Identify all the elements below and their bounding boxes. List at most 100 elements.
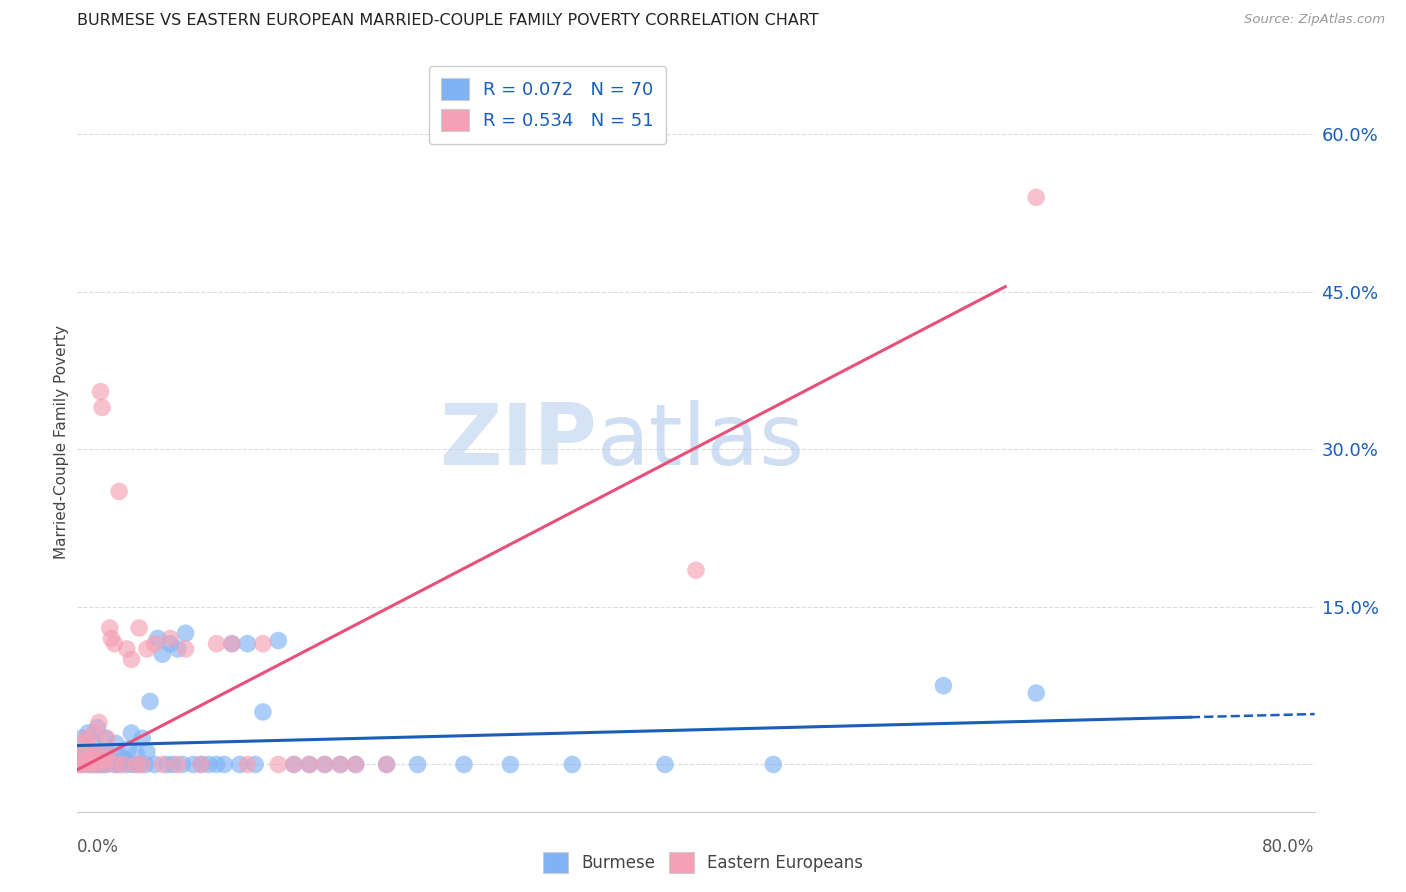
Point: [344, 757, 367, 772]
Point: [214, 757, 236, 772]
Point: [1025, 190, 1047, 204]
Point: [76, 731, 98, 746]
Point: [87, 715, 110, 730]
Point: [252, 705, 274, 719]
Text: ZIP: ZIP: [439, 400, 598, 483]
Point: [236, 637, 259, 651]
Point: [298, 757, 321, 772]
Point: [105, 757, 127, 772]
Point: [108, 757, 131, 772]
Point: [267, 757, 290, 772]
Point: [75, 752, 96, 766]
Point: [84, 757, 107, 772]
Point: [162, 757, 184, 772]
Point: [91, 757, 114, 772]
Point: [69, 757, 91, 772]
Point: [128, 757, 150, 772]
Point: [283, 757, 305, 772]
Point: [84, 747, 107, 761]
Point: [82, 736, 104, 750]
Point: [110, 749, 132, 764]
Point: [453, 757, 475, 772]
Point: [77, 757, 100, 772]
Point: [134, 757, 156, 772]
Point: [90, 745, 111, 759]
Point: [94, 757, 117, 772]
Point: [96, 757, 118, 772]
Point: [93, 749, 115, 764]
Point: [329, 757, 352, 772]
Point: [654, 757, 676, 772]
Point: [236, 757, 259, 772]
Y-axis label: Married-Couple Family Poverty: Married-Couple Family Poverty: [53, 325, 69, 558]
Point: [93, 752, 115, 766]
Point: [221, 637, 243, 651]
Point: [100, 632, 122, 646]
Point: [112, 757, 135, 772]
Point: [267, 633, 290, 648]
Point: [136, 745, 159, 759]
Point: [174, 642, 197, 657]
Point: [190, 757, 212, 772]
Point: [83, 726, 105, 740]
Point: [252, 637, 274, 651]
Point: [75, 741, 96, 756]
Point: [228, 757, 252, 772]
Point: [79, 741, 101, 756]
Point: [128, 621, 150, 635]
Point: [298, 757, 321, 772]
Point: [117, 741, 139, 756]
Point: [100, 752, 122, 766]
Point: [70, 731, 93, 746]
Point: [97, 747, 120, 761]
Point: [105, 736, 127, 750]
Point: [167, 642, 190, 657]
Point: [190, 757, 212, 772]
Point: [80, 757, 103, 772]
Point: [143, 757, 166, 772]
Point: [98, 621, 121, 635]
Point: [97, 747, 120, 761]
Point: [167, 757, 190, 772]
Point: [375, 757, 398, 772]
Point: [221, 637, 243, 651]
Point: [72, 752, 94, 766]
Point: [932, 679, 955, 693]
Point: [69, 747, 91, 761]
Point: [174, 626, 197, 640]
Point: [108, 484, 131, 499]
Point: [283, 757, 305, 772]
Point: [205, 637, 228, 651]
Point: [685, 563, 707, 577]
Point: [115, 642, 138, 657]
Point: [103, 757, 125, 772]
Point: [344, 757, 367, 772]
Point: [96, 731, 118, 746]
Point: [125, 747, 148, 761]
Point: [1025, 686, 1047, 700]
Point: [79, 749, 101, 764]
Point: [122, 757, 145, 772]
Point: [198, 757, 221, 772]
Text: Source: ZipAtlas.com: Source: ZipAtlas.com: [1244, 13, 1385, 27]
Point: [94, 731, 117, 746]
Point: [499, 757, 522, 772]
Point: [83, 752, 105, 766]
Point: [131, 731, 153, 746]
Point: [183, 757, 205, 772]
Point: [136, 642, 159, 657]
Point: [86, 757, 108, 772]
Point: [131, 757, 153, 772]
Text: 80.0%: 80.0%: [1263, 838, 1315, 855]
Point: [139, 694, 162, 708]
Point: [70, 757, 93, 772]
Legend: R = 0.072   N = 70, R = 0.534   N = 51: R = 0.072 N = 70, R = 0.534 N = 51: [429, 66, 666, 144]
Point: [561, 757, 583, 772]
Point: [156, 757, 179, 772]
Legend: Burmese, Eastern Europeans: Burmese, Eastern Europeans: [536, 846, 870, 880]
Point: [103, 637, 125, 651]
Point: [205, 757, 228, 772]
Point: [112, 752, 135, 766]
Point: [152, 757, 174, 772]
Text: atlas: atlas: [598, 400, 806, 483]
